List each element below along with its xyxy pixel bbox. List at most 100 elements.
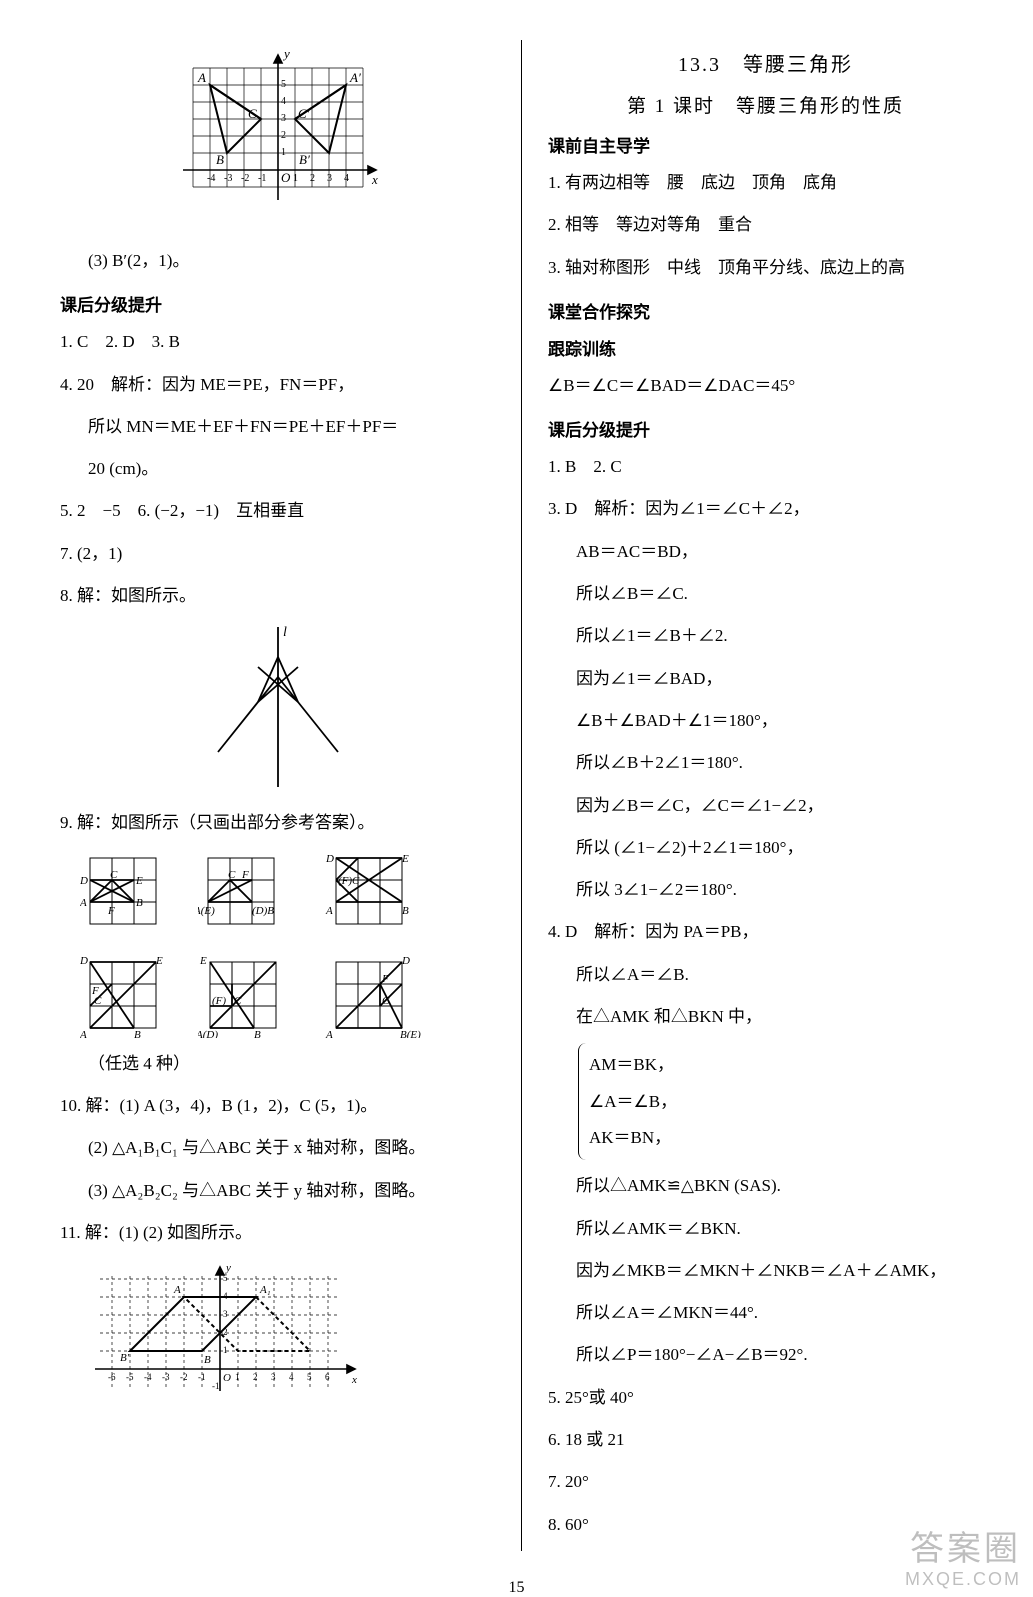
figure-butterfly: l: [60, 622, 495, 797]
brace-group: AM＝BK， ∠A＝∠B， AK＝BN，: [578, 1043, 983, 1160]
a4a: 4. D 解析：因为 PA＝PB，: [548, 916, 983, 948]
svg-text:B: B: [134, 1029, 141, 1038]
p3: 3. 轴对称图形 中线 顶角平分线、底边上的高: [548, 252, 983, 284]
svg-text:(F): (F): [212, 995, 226, 1007]
svg-text:C: C: [110, 869, 118, 881]
pt-Bp: B′: [299, 152, 310, 167]
a4d: 所以△AMK≌△BKN (SAS).: [548, 1170, 983, 1202]
track1: ∠B＝∠C＝∠BAD＝∠DAC＝45°: [548, 370, 983, 402]
br2: ∠A＝∠B，: [589, 1086, 983, 1118]
svg-text:F: F: [91, 985, 99, 997]
svg-text:E: E: [155, 955, 163, 967]
q10c: (3) △A₂B₂C₂ 与△ABC 关于 y 轴对称，图略。: [60, 1175, 495, 1207]
svg-text:B(E): B(E): [400, 1029, 421, 1038]
mini-grid-1: AB CD EF: [80, 850, 172, 932]
pt-Cp: C′: [298, 106, 310, 121]
section-after-r: 课后分级提升: [548, 416, 983, 441]
q8: 8. 解：如图所示。: [60, 580, 495, 612]
svg-text:-1: -1: [212, 1381, 220, 1391]
a7: 7. 20°: [548, 1466, 983, 1498]
svg-text:(F)C: (F)C: [338, 875, 360, 887]
svg-text:D: D: [325, 853, 334, 865]
svg-text:F: F: [107, 905, 115, 917]
q9-note: （任选 4 种）: [60, 1048, 495, 1080]
svg-text:F: F: [241, 869, 249, 881]
p1: 1. 有两边相等 腰 底边 顶角 底角: [548, 167, 983, 199]
svg-text:A: A: [80, 1029, 87, 1038]
column-divider: [521, 40, 522, 1551]
watermark-line1: 答案圈: [905, 1529, 1021, 1570]
q4b: 所以 MN＝ME＋EF＋FN＝PE＋EF＋PF＝: [60, 411, 495, 443]
q10b: (2) △A₁B₁C₁ 与△ABC 关于 x 轴对称，图略。: [60, 1132, 495, 1164]
mini-grid-4: AB CD EF: [80, 950, 172, 1038]
svg-text:B: B: [204, 1354, 211, 1366]
section-title: 13.3 等腰三角形: [548, 48, 983, 77]
svg-text:3: 3: [271, 1372, 276, 1382]
y-axis-label: y: [282, 50, 290, 61]
q7: 7. (2，1): [60, 538, 495, 570]
svg-text:5: 5: [281, 79, 286, 90]
q-3: (3) B′(2，1)。: [60, 245, 495, 277]
pt-B: B: [216, 152, 224, 167]
svg-text:4: 4: [281, 96, 286, 107]
grid-gallery: A B C D E F A(E) (D)B: [80, 850, 495, 1038]
svg-text:O: O: [223, 1372, 231, 1384]
svg-text:A₁: A₁: [259, 1284, 271, 1296]
svg-text:-4: -4: [207, 173, 215, 184]
a4f: 因为∠MKB＝∠MKN＋∠NKB＝∠A＋∠AMK，: [548, 1255, 983, 1287]
svg-text:3: 3: [281, 113, 286, 124]
right-column: 13.3 等腰三角形 第 1 课时 等腰三角形的性质 课前自主导学 1. 有两边…: [528, 40, 983, 1551]
svg-text:B′: B′: [120, 1352, 130, 1364]
a3b: AB＝AC＝BD，: [548, 536, 983, 568]
svg-text:B: B: [136, 897, 143, 909]
svg-text:-6: -6: [108, 1372, 116, 1382]
svg-text:C: C: [234, 995, 242, 1007]
svg-text:5: 5: [307, 1372, 312, 1382]
svg-text:2: 2: [310, 173, 315, 184]
q4c: 20 (cm)。: [60, 453, 495, 485]
svg-text:B: B: [254, 1029, 261, 1038]
pt-Ap: A′: [349, 70, 361, 85]
watermark-line2: MXQE.COM: [905, 1569, 1021, 1591]
svg-text:1: 1: [281, 147, 286, 158]
svg-text:-2: -2: [180, 1372, 188, 1382]
a1: 1. B 2. C: [548, 451, 983, 483]
svg-text:6: 6: [325, 1372, 330, 1382]
q4a: 4. 20 解析：因为 ME＝PE，FN＝PF，: [60, 369, 495, 401]
q9: 9. 解：如图所示（只画出部分参考答案）。: [60, 807, 495, 839]
a3j: 所以 3∠1−∠2＝180°.: [548, 874, 983, 906]
svg-text:A: A: [325, 905, 333, 917]
section-coop: 课堂合作探究: [548, 298, 983, 323]
svg-text:(D)B: (D)B: [252, 905, 274, 917]
svg-text:-1: -1: [198, 1372, 206, 1382]
svg-text:-1: -1: [258, 173, 266, 184]
svg-text:A: A: [80, 897, 87, 909]
svg-text:4: 4: [223, 1291, 228, 1301]
sub-track: 跟踪训练: [548, 335, 983, 360]
mini-grid-6: A B(E) CD F: [324, 950, 432, 1038]
svg-text:A(E): A(E): [198, 905, 215, 917]
a3a: 3. D 解析：因为∠1＝∠C＋∠2，: [548, 493, 983, 525]
svg-text:B: B: [402, 905, 409, 917]
svg-text:-5: -5: [126, 1372, 134, 1382]
a3c: 所以∠B＝∠C.: [548, 578, 983, 610]
svg-text:C: C: [228, 869, 236, 881]
svg-text:C: C: [382, 995, 390, 1007]
mini-grid-2: A(E) (D)B CF: [198, 850, 298, 932]
lesson-title: 第 1 课时 等腰三角形的性质: [548, 91, 983, 118]
a6: 6. 18 或 21: [548, 1424, 983, 1456]
p2: 2. 相等 等边对等角 重合: [548, 209, 983, 241]
svg-text:1: 1: [293, 173, 298, 184]
mini-grid-5: A(D) BC E(F): [198, 950, 298, 1038]
svg-text:D: D: [401, 955, 410, 967]
svg-text:1: 1: [223, 1345, 228, 1355]
a3h: 因为∠B＝∠C，∠C＝∠1−∠2，: [548, 790, 983, 822]
figure-grid-1: A A′ B B′ C C′ O x y -4-3-2-1 1234 12345: [60, 50, 495, 235]
svg-text:2: 2: [281, 130, 286, 141]
a3g: 所以∠B＋2∠1＝180°.: [548, 747, 983, 779]
page-number: 15: [0, 1579, 1033, 1597]
svg-text:E: E: [135, 875, 143, 887]
svg-text:A(D): A(D): [198, 1029, 218, 1038]
svg-text:E: E: [401, 853, 409, 865]
left-column: A A′ B B′ C C′ O x y -4-3-2-1 1234 12345: [60, 40, 515, 1551]
